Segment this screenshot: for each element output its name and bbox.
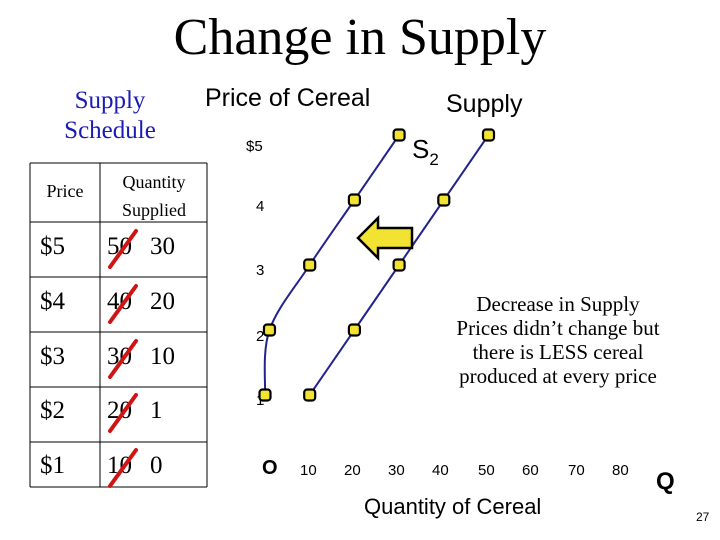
strike-marks xyxy=(108,229,138,488)
data-point-supply-4 xyxy=(437,193,451,207)
table-grid xyxy=(29,162,208,488)
annotation-line-2: Prices didn’t change but xyxy=(456,316,660,340)
y-tick-4: 4 xyxy=(256,198,265,215)
strike-mark-row-5 xyxy=(108,448,138,488)
series-label-s2: S2 xyxy=(412,134,439,169)
x-tick-80: 80 xyxy=(612,462,629,479)
data-point-supply-5 xyxy=(481,128,496,142)
new-qty-cell-row-1: 30 xyxy=(150,233,175,260)
data-point-supply-2 xyxy=(347,323,361,337)
origin-label: O xyxy=(262,457,278,479)
data-point-s2-3 xyxy=(303,258,317,272)
data-point-supply-3 xyxy=(392,258,406,272)
y-tick-5: $5 xyxy=(246,138,263,155)
new-qty-cell-row-2: 20 xyxy=(150,288,175,315)
x-axis-label: Quantity of Cereal xyxy=(364,494,542,519)
x-tick-50: 50 xyxy=(478,462,495,479)
price-cell-row-3: $3 xyxy=(40,343,65,370)
x-tick-10: 10 xyxy=(300,462,317,479)
x-tick-70: 70 xyxy=(568,462,585,479)
data-point-s2-5 xyxy=(392,128,406,142)
header-quantity: Quantity Supplied xyxy=(104,168,204,224)
price-cell-row-4: $2 xyxy=(40,397,65,424)
schedule-title-line2: Schedule xyxy=(64,117,156,144)
series-label-s2-sub: 2 xyxy=(429,150,439,169)
chart-title: Price of Cereal xyxy=(205,84,371,112)
strike-mark-row-1 xyxy=(108,229,138,269)
data-point-supply-1 xyxy=(303,388,317,402)
slide-title: Change in Supply xyxy=(173,9,547,66)
series-label-supply: Supply xyxy=(446,90,523,118)
price-cell-row-1: $5 xyxy=(40,233,65,260)
points xyxy=(258,128,496,402)
data-point-s2-1 xyxy=(258,388,272,402)
strike-mark-row-4 xyxy=(108,393,138,433)
new-qty-cell-row-3: 10 xyxy=(150,343,175,370)
x-axis-letter: Q xyxy=(656,468,675,495)
strike-mark-row-2 xyxy=(108,284,138,324)
annotation-line-3: there is LESS cereal xyxy=(472,340,644,364)
header-quantity-line1: Quantity xyxy=(122,172,186,192)
schedule-title-line1: Supply xyxy=(74,87,146,114)
series-label-s2-main: S xyxy=(412,134,430,164)
schedule-title: Supply Schedule xyxy=(30,86,190,146)
page-number: 27 xyxy=(696,510,710,524)
annotation-line-1: Decrease in Supply xyxy=(476,292,640,316)
x-tick-40: 40 xyxy=(432,462,449,479)
data-point-s2-2 xyxy=(262,323,277,337)
strike-mark-row-3 xyxy=(108,339,138,379)
header-price: Price xyxy=(46,181,84,201)
curves xyxy=(263,134,490,396)
left-arrow-icon xyxy=(356,214,414,262)
x-tick-60: 60 xyxy=(522,462,539,479)
decrease-annotation: Decrease in Supply Prices didn’t change … xyxy=(420,292,696,388)
y-tick-2: 2 xyxy=(256,328,265,345)
price-cell-row-5: $1 xyxy=(40,452,65,479)
price-cell-row-2: $4 xyxy=(40,288,65,315)
y-tick-3: 3 xyxy=(256,262,265,279)
new-qty-cell-row-5: 0 xyxy=(150,452,163,479)
annotation-line-4: produced at every price xyxy=(459,364,657,388)
curve-s2 xyxy=(263,134,400,396)
header-quantity-line2: Supplied xyxy=(121,200,186,220)
data-point-s2-4 xyxy=(347,193,361,207)
new-qty-cell-row-4: 1 xyxy=(150,397,163,424)
x-tick-20: 20 xyxy=(344,462,361,479)
x-tick-30: 30 xyxy=(388,462,405,479)
